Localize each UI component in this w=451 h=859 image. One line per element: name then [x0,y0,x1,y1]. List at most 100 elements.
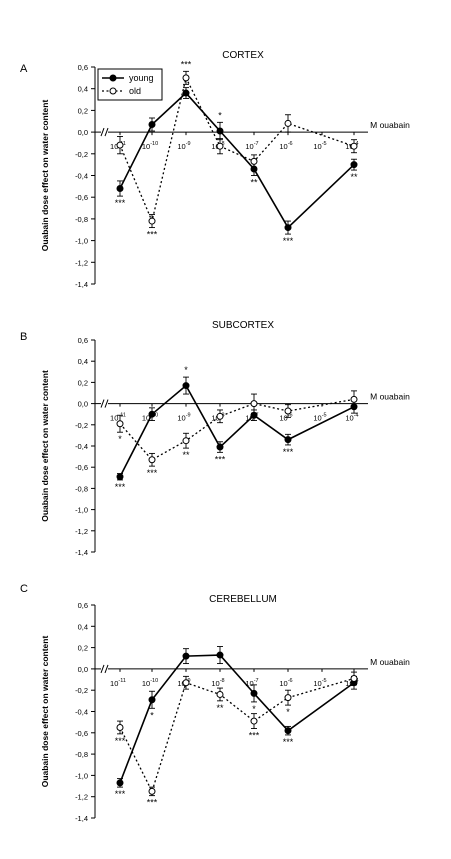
significance-label: *** [249,731,260,741]
chart-title: CEREBELLUM [209,594,277,605]
data-point-young [350,161,358,169]
significance-label: *** [215,454,226,464]
x-tick-exponent: -9 [186,413,191,419]
data-point-old [250,157,258,165]
y-tick-label: -0,8 [75,484,88,493]
panel-letter: C [20,583,28,595]
y-tick-label: 0,0 [78,128,88,137]
significance-label: *** [115,198,126,208]
data-point-young [284,727,292,735]
y-tick-label: 0,0 [78,400,88,409]
data-point-old [148,456,156,464]
x-tick-label: 10-9 [177,413,190,423]
data-point-old [182,74,190,82]
x-tick-label: 10-8 [211,678,224,688]
data-point-old [182,679,190,687]
x-tick-exponent: -10 [150,141,158,147]
legend-swatch-marker [109,87,117,95]
x-tick-base: 10 [313,414,321,423]
y-tick-label: -1,4 [75,814,88,823]
legend-box [97,68,163,101]
data-point-old [284,119,292,127]
data-point-old [350,395,358,403]
x-tick-label: 10-9 [177,141,190,151]
x-tick-base: 10 [345,142,353,151]
y-tick-label: 0,6 [78,63,88,72]
data-point-young [182,652,190,660]
x-tick-exponent: -10 [150,678,158,684]
y-tick-label: -0,4 [75,708,88,717]
chart-panel-a: A CORTEX 0,6 0,4 0,2 0,0 -0,2 -0,4 -0,6 -0,8 -1,0 -… [20,50,410,289]
significance-label: *** [115,482,126,492]
x-tick-base: 10 [313,142,321,151]
data-point-old [284,694,292,702]
x-tick-base: 10 [211,414,219,423]
y-tick-label: 0,2 [78,106,88,115]
panel-letter: A [20,63,28,75]
axis-break-mark [100,399,105,408]
x-tick-base: 10 [110,142,118,151]
series-line-young [119,654,355,784]
data-point-old [250,400,258,408]
significance-label: * [184,365,188,375]
x-tick-base: 10 [110,679,118,688]
y-tick-label: 0,4 [78,622,88,631]
y-tick-label: 0,2 [78,378,88,387]
y-tick-label: -1,4 [75,280,88,289]
x-tick-exponent: -9 [186,141,191,147]
significance-label: ** [182,450,190,460]
x-tick-base: 10 [313,679,321,688]
x-tick-base: 10 [177,679,185,688]
x-axis-unit-label: M ouabain [370,120,410,130]
data-point-old [182,437,190,445]
data-point-old [216,142,224,150]
x-tick-base: 10 [142,414,150,423]
significance-label: *** [115,789,126,799]
chart-panel-b: B SUBCORTEX 0,6 0,4 0,2 0,0 -0,2 -0,4 -0,6 -0,8 -1… [20,320,410,557]
data-point-old [148,217,156,225]
x-tick-exponent: -7 [254,678,259,684]
significance-label: *** [147,230,158,240]
data-point-young [216,127,224,135]
axis-break-mark [104,127,109,137]
y-tick-label: 0,6 [78,601,88,610]
significance-label: *** [181,59,192,69]
x-tick-label: 10-5 [313,678,326,688]
axis-break-mark [104,664,109,674]
x-tick-exponent: -7 [254,141,259,147]
data-point-young [250,689,258,697]
data-point-old [350,674,358,682]
legend-label: old [129,86,141,96]
y-axis-label: Ouabain dose effect on water content [40,100,50,252]
x-tick-base: 10 [177,414,185,423]
significance-label: ** [250,178,258,188]
y-tick-label: -0,6 [75,193,88,202]
data-point-old [116,141,124,149]
x-tick-base: 10 [211,679,219,688]
x-tick-label: 10-10 [142,678,158,688]
data-point-young [284,224,292,232]
y-tick-label: 0,4 [78,85,88,94]
x-tick-base: 10 [177,142,185,151]
x-tick-label: 10-5 [313,413,326,423]
x-tick-base: 10 [245,142,253,151]
axis-break-mark [100,127,105,137]
legend: young old [97,68,163,101]
y-tick-label: 0,2 [78,644,88,653]
significance-label: * [218,110,222,120]
x-tick-label: 10-6 [279,678,292,688]
data-point-old [216,412,224,420]
data-point-young [182,89,190,97]
y-tick-label: -1,2 [75,793,88,802]
series-line-young [119,384,355,478]
x-axis-unit-label: M ouabain [370,392,410,402]
x-tick-base: 10 [142,679,150,688]
axis-break-mark [104,399,109,408]
legend-label: young [129,73,154,83]
data-point-young [182,382,190,390]
legend-swatch-marker [109,74,117,82]
data-point-old [116,723,124,731]
significance-label: ** [350,172,358,182]
significance-label: *** [283,236,294,246]
